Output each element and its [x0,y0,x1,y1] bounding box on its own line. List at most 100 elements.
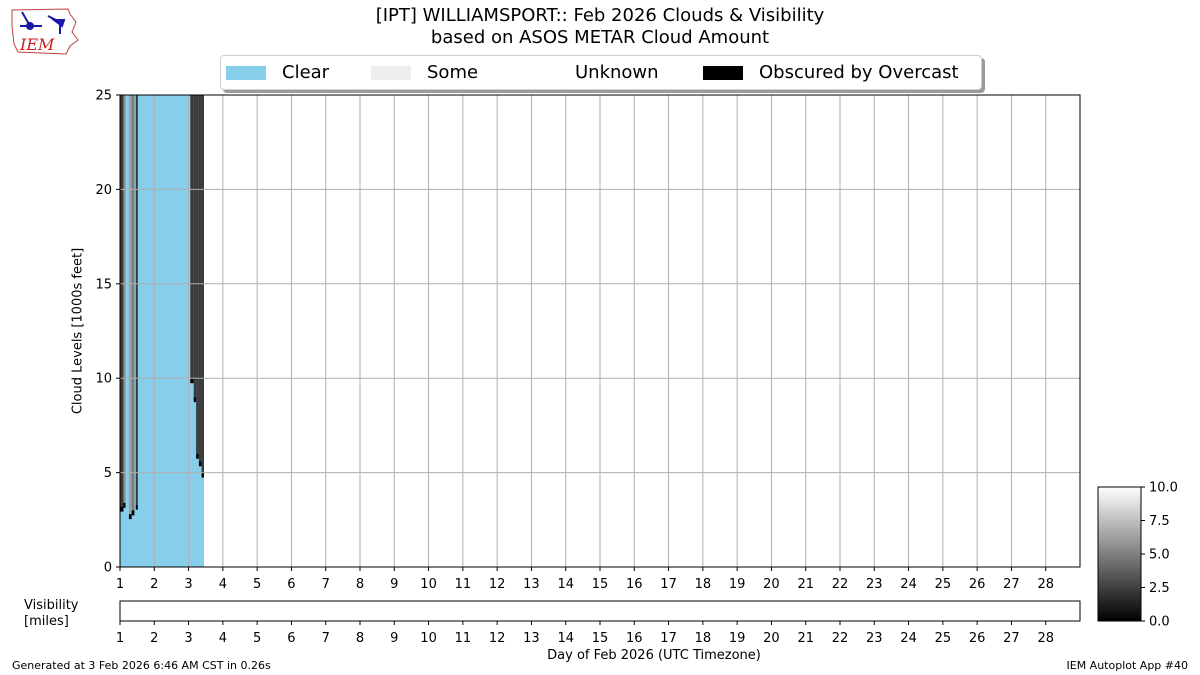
x-tick-label: 6 [287,577,295,592]
x-tick-label: 11 [455,577,472,592]
x-tick-label: 22 [832,577,849,592]
colorbar-tick-label: 5.0 [1149,548,1170,563]
legend-label-unknown: Unknown [575,62,659,83]
vis-x-tick-label: 22 [832,631,849,646]
x-tick-label: 2 [150,577,158,592]
vis-x-tick-label: 25 [935,631,952,646]
vis-x-tick-label: 20 [763,631,780,646]
y-tick-label: 0 [104,561,112,576]
vis-x-tick-label: 27 [1003,631,1020,646]
x-tick-label: 17 [660,577,677,592]
vis-x-tick-label: 3 [184,631,192,646]
vis-x-tick-label: 7 [322,631,330,646]
cloud-base-marker [201,472,204,478]
y-axis-label: Cloud Levels [1000s feet] [70,247,86,415]
vis-x-tick-label: 8 [356,631,364,646]
vis-x-tick-label: 4 [219,631,227,646]
cloud-layer-bar [190,95,194,379]
y-tick-label: 10 [95,372,112,387]
legend-label-clear: Clear [282,62,330,83]
legend-item-some: Some [371,56,478,89]
vis-x-tick-label: 18 [695,631,712,646]
colorbar-tick-label: 0.0 [1149,615,1170,630]
legend-swatch-obscured [703,65,743,80]
x-tick-label: 7 [322,577,330,592]
chart-subtitle: based on ASOS METAR Cloud Amount [430,27,770,48]
x-tick-label: 20 [763,577,780,592]
legend-label-some: Some [427,62,479,83]
cloud-base-marker [131,510,135,516]
vis-x-tick-label: 10 [420,631,437,646]
visibility-label-line1: Visibility [24,598,79,613]
vis-x-tick-label: 26 [969,631,986,646]
x-tick-label: 13 [523,577,540,592]
x-tick-label: 15 [592,577,609,592]
x-tick-label: 23 [866,577,883,592]
vis-x-tick-label: 5 [253,631,261,646]
visibility-label-line2: [miles] [24,614,69,629]
cloud-base-marker [198,461,202,467]
cloud-layer-bar [193,95,197,398]
x-tick-label: 28 [1037,577,1054,592]
vis-x-tick-label: 11 [455,631,472,646]
x-tick-label: 24 [900,577,917,592]
x-tick-label: 27 [1003,577,1020,592]
vis-x-tick-label: 6 [287,631,295,646]
x-tick-label: 25 [935,577,952,592]
vis-x-tick-label: 12 [489,631,506,646]
cloud-base-marker [120,506,124,512]
vis-x-tick-label: 19 [729,631,746,646]
x-tick-label: 18 [695,577,712,592]
x-tick-label: 26 [969,577,986,592]
vis-x-tick-label: 28 [1037,631,1054,646]
cloud-base-marker [196,453,199,459]
y-tick-label: 5 [104,466,112,481]
cloud-layer-bar [131,95,135,511]
cloud-layer-bar [123,95,126,503]
cloud-layer-bar [196,95,199,454]
logo-text: IEM [19,35,55,54]
visibility-strip: 1 2 3 4 5 6 7 8 9 10 11 12 13 14 15 16 17 18 19 20 21 22 23 24 2… [116,600,1081,646]
cloud-layer-bar [135,95,138,505]
x-tick-label: 21 [797,577,814,592]
colorbar-gradient [1097,486,1142,622]
x-tick-label: 12 [489,577,506,592]
footer-generated: Generated at 3 Feb 2026 6:46 AM CST in 0… [12,659,271,672]
x-tick-label: 16 [626,577,643,592]
legend-item-clear: Clear [226,56,329,89]
x-tick-label: 8 [356,577,364,592]
legend-swatch-some [371,65,411,80]
cloud-layer-bar [120,95,124,507]
legend-label-obscured: Obscured by Overcast [759,62,959,83]
y-tick-label: 25 [95,89,112,104]
vis-x-tick-label: 15 [592,631,609,646]
x-tick-label: 9 [390,577,398,592]
cloud-base-marker [123,502,126,508]
visibility-frame [119,600,1081,622]
vis-x-tick-label: 24 [900,631,917,646]
chart-title: [IPT] WILLIAMSPORT:: Feb 2026 Clouds & V… [375,5,825,26]
x-tick-label: 1 [116,577,124,592]
vis-x-tick-label: 2 [150,631,158,646]
cloud-base-marker [190,378,194,384]
cloud-layer-bar [128,95,132,515]
colorbar-tick-label: 2.5 [1149,581,1170,596]
colorbar-tick-label: 7.5 [1149,514,1170,529]
legend-item-unknown: Unknown [519,56,659,89]
cloud-base-marker [128,514,132,520]
cloud-layer-bar [198,95,202,462]
y-tick-label: 20 [95,183,112,198]
vis-x-tick-label: 9 [390,631,398,646]
x-tick-label: 4 [219,577,227,592]
visibility-label: Visibility [miles] [24,598,78,630]
legend-item-obscured: Obscured by Overcast [703,56,959,89]
weather-station-icon [20,11,66,34]
x-tick-label: 3 [184,577,192,592]
x-tick-label: 14 [557,577,574,592]
vis-x-tick-label: 13 [523,631,540,646]
iem-logo: IEM [11,8,79,55]
cloud-base-marker [135,504,138,510]
vis-x-tick-label: 17 [660,631,677,646]
vis-x-tick-label: 21 [797,631,814,646]
